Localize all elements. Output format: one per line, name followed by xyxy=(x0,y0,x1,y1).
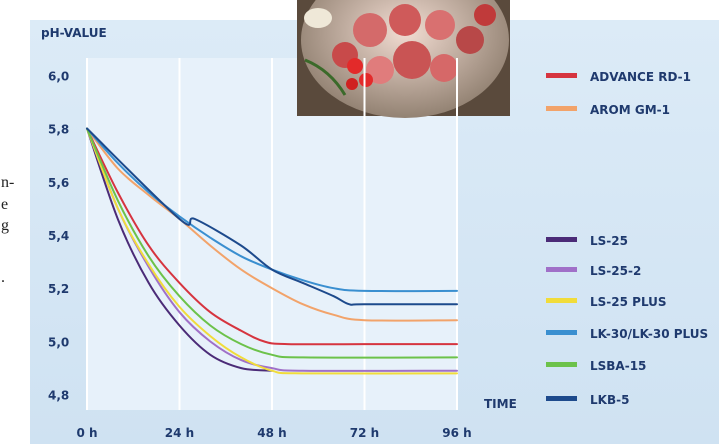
x-axis-label: TIME xyxy=(484,397,517,411)
left-text-fragments: n- e g . xyxy=(1,174,14,286)
meat-photo xyxy=(297,0,510,118)
legend-label: LKB-5 xyxy=(590,393,629,407)
legend-swatch xyxy=(546,330,577,335)
left-fragment: g xyxy=(1,217,9,234)
y-tick-label: 5,8 xyxy=(48,123,69,137)
legend-swatch xyxy=(546,237,577,242)
y-tick-label: 4,8 xyxy=(48,389,69,403)
legend-swatch xyxy=(546,106,577,111)
series-line xyxy=(86,127,458,375)
left-fragment: . xyxy=(1,269,5,286)
x-tick-labels: 0 h 24 h 48 h 72 h 96 h xyxy=(76,426,471,440)
legend-swatch xyxy=(546,267,577,272)
left-fragment: n- xyxy=(1,174,14,191)
series-line xyxy=(86,127,458,306)
series-line xyxy=(86,127,273,372)
series-lines xyxy=(86,127,458,375)
legend-swatch xyxy=(546,73,577,78)
x-tick-label: 72 h xyxy=(350,426,379,440)
y-tick-labels: 6,0 5,8 5,6 5,4 5,2 5,0 4,8 xyxy=(48,69,69,402)
y-tick-label: 5,2 xyxy=(48,282,69,296)
y-tick-label: 6,0 xyxy=(48,69,69,83)
legend: ADVANCE RD-1 AROM GM-1 LS-25 LS-25-2 LS-25 P… xyxy=(546,70,708,407)
series-line xyxy=(86,127,458,359)
series-line xyxy=(86,127,458,322)
x-tick-label: 0 h xyxy=(76,426,97,440)
legend-label: LS-25 xyxy=(590,234,628,248)
legend-label: LSBA-15 xyxy=(590,359,646,373)
series-line xyxy=(86,127,458,346)
legend-label: LS-25 PLUS xyxy=(590,295,667,309)
series-line xyxy=(86,127,458,293)
legend-label: LK-30/LK-30 PLUS xyxy=(590,327,708,341)
y-tick-label: 5,6 xyxy=(48,176,69,190)
left-fragment: e xyxy=(1,196,8,213)
legend-label: ADVANCE RD-1 xyxy=(590,70,691,84)
legend-swatch xyxy=(546,396,577,401)
legend-label: LS-25-2 xyxy=(590,264,641,278)
x-tick-label: 96 h xyxy=(442,426,471,440)
y-tick-label: 5,4 xyxy=(48,229,69,243)
y-axis-label: pH-VALUE xyxy=(41,26,107,40)
x-tick-label: 24 h xyxy=(165,426,194,440)
y-tick-label: 5,0 xyxy=(48,335,69,349)
x-tick-label: 48 h xyxy=(257,426,286,440)
legend-swatch xyxy=(546,298,577,303)
legend-swatch xyxy=(546,362,577,367)
legend-label: AROM GM-1 xyxy=(590,103,670,117)
grid xyxy=(86,58,458,410)
